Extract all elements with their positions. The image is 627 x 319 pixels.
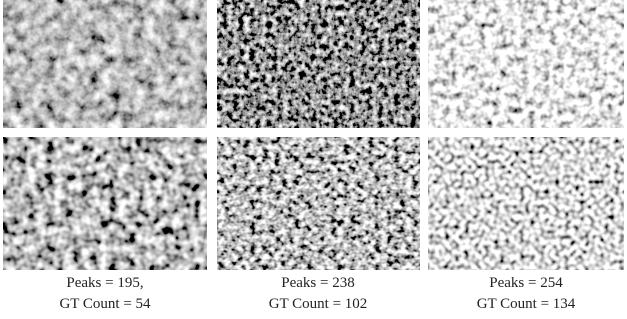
peak-map xyxy=(217,137,420,270)
caption: GT Count = 54 xyxy=(59,296,151,312)
caption: Peaks = 238 xyxy=(281,275,354,291)
crowd-image xyxy=(428,0,624,128)
figure: Peaks = 195, GT Count = 54 Peaks = 238 G… xyxy=(0,0,627,319)
crowd-image xyxy=(217,0,420,128)
peak-map xyxy=(428,137,624,270)
crowd-image xyxy=(3,0,207,128)
caption: GT Count = 134 xyxy=(477,296,576,312)
caption: GT Count = 102 xyxy=(269,296,368,312)
caption: Peaks = 254 xyxy=(489,275,563,291)
caption: Peaks = 195, xyxy=(66,275,143,291)
peak-map xyxy=(3,137,207,270)
